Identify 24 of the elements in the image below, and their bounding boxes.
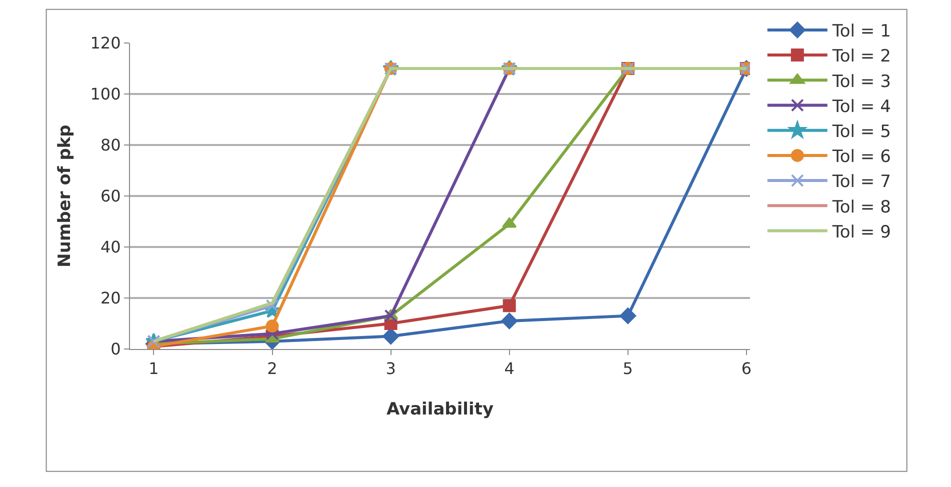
legend-label: Tol = 9	[831, 222, 891, 242]
legend-label: Tol = 5	[831, 122, 891, 142]
y-tick-label: 100	[90, 84, 121, 104]
legend-label: Tol = 7	[831, 172, 891, 192]
x-tick-label: 4	[504, 359, 514, 378]
y-tick-label: 80	[100, 136, 121, 155]
y-tick-label: 20	[100, 288, 121, 308]
legend-label: Tol = 3	[831, 72, 891, 92]
y-tick-label: 40	[100, 238, 121, 257]
x-tick-label: 5	[622, 359, 633, 378]
y-axis-title: Number of pkp	[54, 124, 75, 268]
legend-label: Tol = 1	[831, 22, 891, 42]
y-tick-label: 60	[100, 186, 121, 206]
legend-label: Tol = 4	[831, 96, 891, 117]
x-tick-label: 3	[386, 359, 396, 378]
x-tick-label: 1	[148, 359, 159, 378]
x-tick-label: 2	[267, 359, 278, 378]
y-tick-label: 120	[90, 34, 121, 53]
legend-label: Tol = 8	[831, 197, 891, 218]
x-tick-label: 6	[741, 359, 752, 378]
legend-label: Tol = 2	[831, 46, 891, 67]
x-axis-title: Availability	[386, 400, 494, 420]
legend-label: Tol = 6	[831, 147, 891, 168]
y-tick-label: 0	[110, 340, 121, 359]
